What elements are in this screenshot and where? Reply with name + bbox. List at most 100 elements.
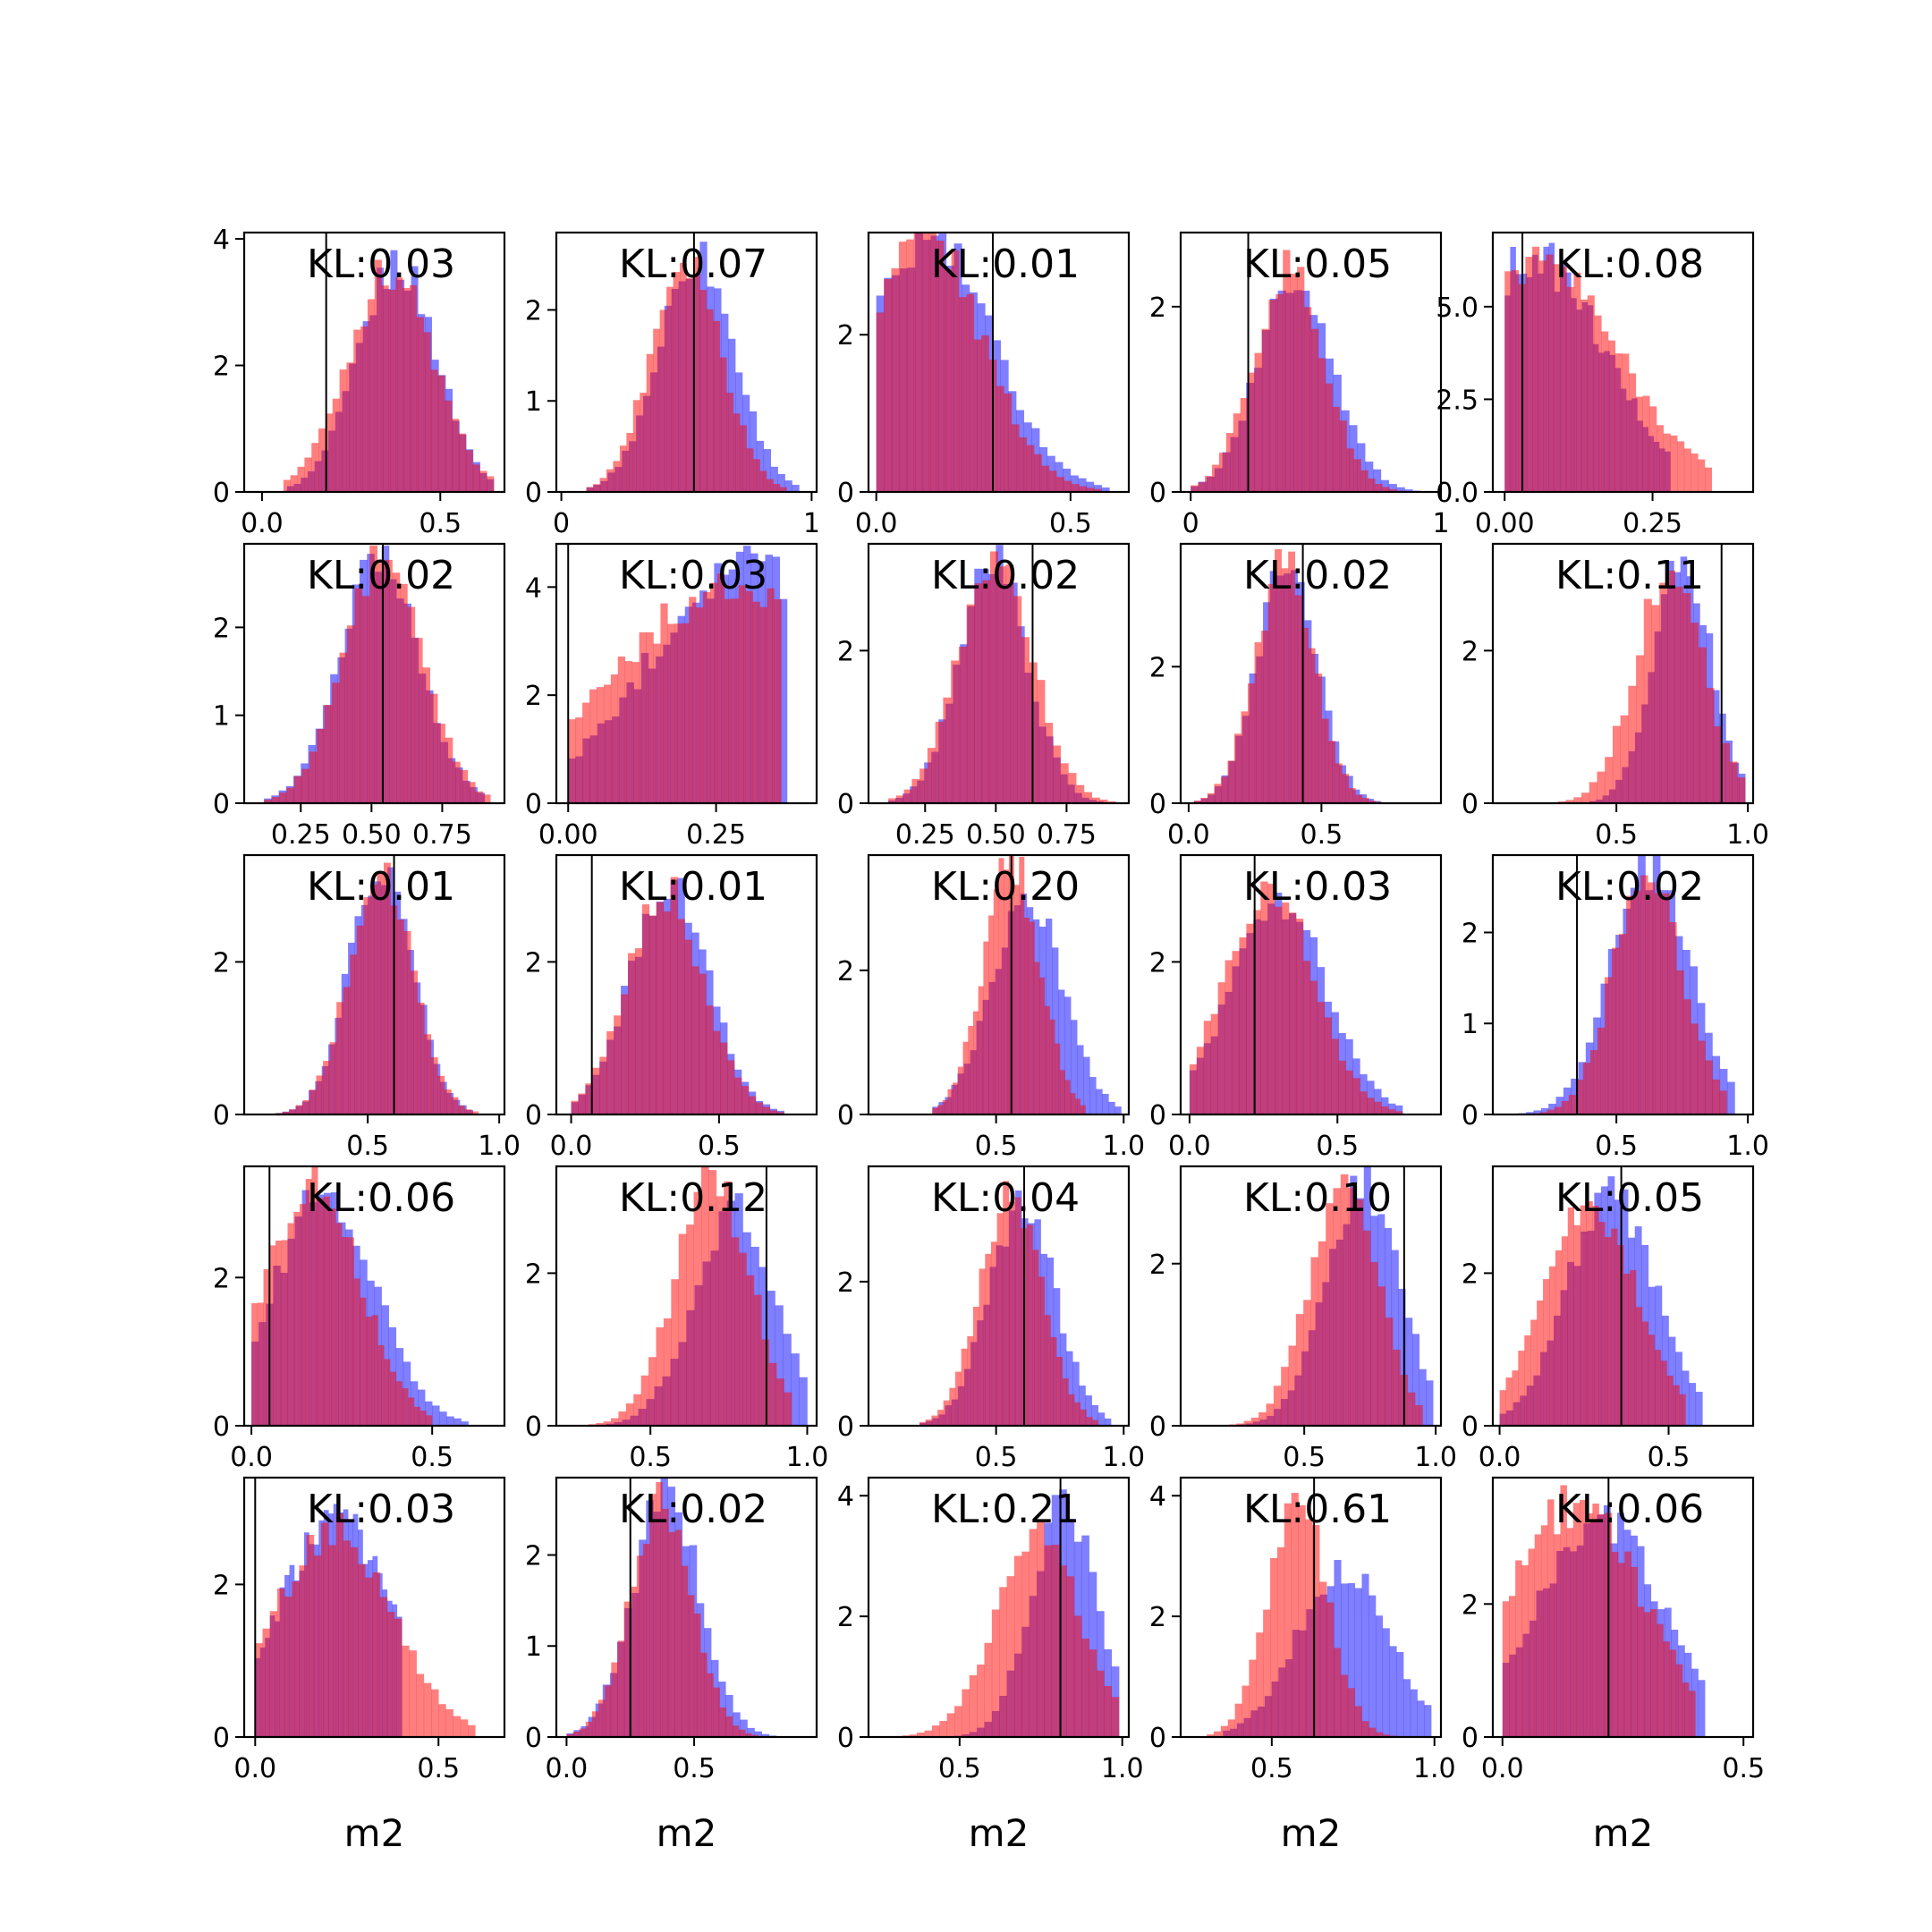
red-bin bbox=[1367, 1097, 1375, 1114]
red-bin bbox=[632, 400, 640, 492]
red-bin bbox=[332, 682, 340, 803]
blue-bin bbox=[1365, 462, 1374, 492]
red-bin bbox=[1499, 1390, 1506, 1426]
y-tick-label: 0 bbox=[525, 789, 542, 820]
red-bin bbox=[753, 459, 760, 492]
red-bin bbox=[759, 606, 767, 803]
red-bin bbox=[686, 277, 694, 492]
red-bin bbox=[422, 667, 431, 803]
axes-frame bbox=[242, 853, 506, 1116]
red-bin bbox=[1581, 792, 1590, 803]
red-bin bbox=[898, 242, 907, 492]
kl-annotation: KL:0.02 bbox=[619, 1487, 767, 1532]
red-bin bbox=[707, 1673, 714, 1737]
red-bin bbox=[329, 1208, 336, 1426]
red-bin bbox=[1362, 1230, 1371, 1426]
y-tick-label: 2 bbox=[1462, 918, 1479, 949]
red-bin bbox=[991, 1609, 1000, 1737]
red-bin bbox=[468, 1724, 476, 1737]
red-bin bbox=[1375, 484, 1383, 492]
red-bin bbox=[1253, 910, 1261, 1114]
red-bin bbox=[1048, 470, 1057, 492]
red-bin bbox=[381, 285, 389, 492]
red-bin bbox=[719, 1707, 727, 1737]
red-bin bbox=[1612, 947, 1620, 1114]
red-bin bbox=[993, 889, 999, 1114]
blue-bin bbox=[1104, 1418, 1112, 1426]
red-bin bbox=[1388, 1109, 1396, 1114]
x-tick-label: 1.0 bbox=[1101, 1753, 1144, 1784]
red-bin bbox=[691, 966, 699, 1114]
red-bin bbox=[1650, 1609, 1657, 1737]
red-bin bbox=[336, 1002, 344, 1114]
red-bin bbox=[1086, 487, 1095, 492]
red-bin bbox=[339, 652, 348, 803]
red-bin bbox=[1675, 1664, 1683, 1737]
y-tick-label: 2 bbox=[525, 295, 542, 326]
kl-annotation: KL:0.10 bbox=[1243, 1175, 1392, 1221]
red-bin bbox=[937, 1410, 944, 1426]
red-bin bbox=[981, 335, 989, 492]
red-bin bbox=[1003, 1181, 1010, 1426]
red-bin bbox=[1643, 598, 1652, 803]
red-bin bbox=[1505, 1377, 1513, 1426]
red-bin bbox=[700, 1652, 708, 1737]
red-bin bbox=[586, 487, 594, 492]
blue-bin bbox=[1079, 1385, 1086, 1426]
red-bin bbox=[409, 1650, 417, 1737]
red-bin bbox=[1281, 568, 1289, 803]
y-tick-label: 0 bbox=[213, 1100, 230, 1131]
x-axis-label: m2 bbox=[657, 1811, 717, 1855]
red-bin bbox=[1297, 267, 1305, 492]
red-bin bbox=[1690, 453, 1699, 492]
red-bin bbox=[290, 475, 298, 492]
red-bin bbox=[1348, 788, 1356, 803]
subplot-r2-c4: 0.5 1.0 0 1 2 KL:0.02 bbox=[1462, 853, 1769, 1162]
subplot-r0-c3: 0 1 0 2 KL:0.05 bbox=[1149, 231, 1450, 539]
red-bin bbox=[682, 623, 690, 803]
red-bin bbox=[1654, 1350, 1662, 1426]
red-bin bbox=[1059, 1070, 1065, 1114]
y-tick-label: 1 bbox=[213, 701, 230, 733]
axes-frame bbox=[242, 542, 506, 805]
x-tick-label: 0.25 bbox=[271, 819, 331, 851]
red-bin bbox=[1682, 593, 1691, 803]
red-bin bbox=[972, 1307, 979, 1426]
red-bin bbox=[1560, 1485, 1567, 1737]
blue-bin bbox=[1396, 1652, 1404, 1737]
subplot-r4-c0: 0.0 0.5 0 2 KL:0.03 m2 bbox=[213, 1476, 506, 1855]
red-bin bbox=[293, 1212, 301, 1426]
red-bin bbox=[1636, 655, 1645, 803]
red-bin bbox=[423, 332, 431, 492]
red-bin bbox=[332, 398, 340, 492]
red-bin bbox=[653, 328, 660, 492]
subplot-r0-c0: 0.0 0.5 0 2 4 KL:0.03 bbox=[213, 225, 506, 539]
red-bin bbox=[347, 1237, 354, 1426]
red-bin bbox=[953, 1082, 959, 1114]
blue-bin bbox=[733, 1712, 741, 1737]
blue-bin bbox=[783, 1334, 792, 1426]
red-bin bbox=[1642, 395, 1650, 492]
red-bin bbox=[1233, 413, 1241, 492]
red-bin bbox=[610, 674, 619, 803]
red-bin bbox=[1086, 1417, 1093, 1426]
red-bin bbox=[1026, 1224, 1033, 1426]
red-bin bbox=[397, 919, 404, 1114]
red-bin bbox=[713, 1687, 720, 1737]
red-bin bbox=[618, 1411, 627, 1426]
axes-frame bbox=[867, 231, 1131, 494]
red-bin bbox=[751, 1734, 758, 1737]
blue-bin bbox=[461, 1421, 469, 1426]
kl-annotation: KL:0.02 bbox=[1555, 864, 1704, 910]
red-bin bbox=[973, 339, 982, 492]
red-bin bbox=[1648, 882, 1656, 1114]
red-bin bbox=[944, 269, 952, 492]
red-bin bbox=[384, 1359, 391, 1426]
blue-bin bbox=[1368, 1595, 1377, 1737]
red-bin bbox=[575, 717, 583, 803]
red-bin bbox=[263, 1268, 270, 1426]
red-bin bbox=[429, 693, 438, 803]
blue-bin bbox=[1066, 1351, 1073, 1426]
axes-frame bbox=[555, 1476, 818, 1739]
red-histogram bbox=[565, 1166, 792, 1426]
